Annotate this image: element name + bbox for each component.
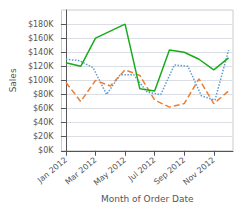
svg-text:Nov 2012: Nov 2012: [181, 155, 216, 187]
svg-text:Sep 2012: Sep 2012: [152, 155, 188, 187]
svg-text:$140K: $140K: [28, 48, 54, 57]
svg-text:$120K: $120K: [28, 62, 54, 71]
svg-text:Sales: Sales: [8, 68, 18, 92]
svg-text:Jul 2012: Jul 2012: [126, 155, 158, 184]
svg-text:$80K: $80K: [33, 90, 54, 99]
svg-text:$20K: $20K: [33, 132, 54, 141]
svg-text:Jan 2012: Jan 2012: [36, 155, 69, 185]
svg-text:May 2012: May 2012: [92, 155, 128, 187]
svg-text:$160K: $160K: [28, 34, 54, 43]
svg-text:$60K: $60K: [33, 104, 54, 113]
svg-text:$0K: $0K: [38, 146, 54, 155]
svg-text:$100K: $100K: [28, 76, 54, 85]
svg-text:Month of Order Date: Month of Order Date: [101, 194, 194, 204]
svg-text:$180K: $180K: [28, 20, 54, 29]
svg-text:Mar 2012: Mar 2012: [63, 155, 99, 187]
svg-text:$40K: $40K: [33, 118, 54, 127]
